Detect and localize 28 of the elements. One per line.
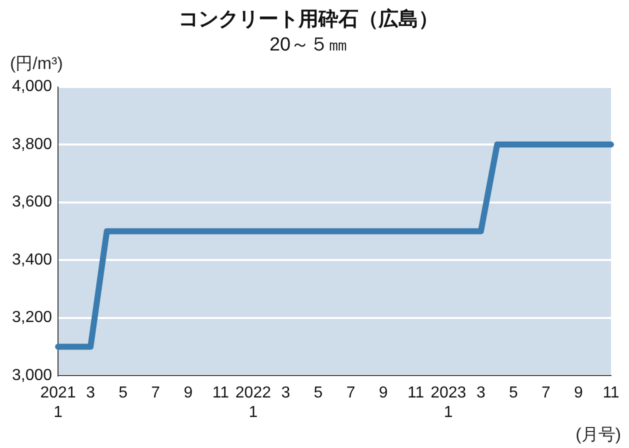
x-tick-label: 5 — [314, 384, 323, 402]
x-tick-label: 9 — [574, 384, 584, 402]
chart-title: コンクリート用砕石（広島） — [178, 8, 438, 31]
y-tick-label: 3,800 — [12, 136, 52, 153]
x-tick-label: 11 — [602, 384, 620, 402]
x-tick-label: 2022 1 — [235, 384, 272, 421]
x-tick-label: 7 — [346, 384, 356, 402]
x-axis-title: (月号) — [576, 425, 621, 444]
x-tick-label: 3 — [476, 384, 486, 402]
x-tick-label: 2021 1 — [40, 384, 76, 421]
x-tick-label: 9 — [378, 384, 388, 402]
x-tick-label: 5 — [118, 384, 128, 402]
x-tick-label: 11 — [408, 384, 424, 402]
y-tick-label: 3,000 — [12, 367, 52, 384]
y-tick-label: 3,600 — [12, 194, 52, 211]
x-tick-label: 3 — [281, 384, 290, 402]
x-tick-label: 11 — [212, 384, 230, 402]
x-tick-label: 5 — [508, 384, 518, 402]
y-tick-label: 3,200 — [12, 309, 52, 326]
y-tick-label: 3,400 — [12, 251, 52, 268]
x-tick-label: 7 — [541, 384, 550, 402]
x-tick-label: 7 — [151, 384, 160, 402]
x-tick-label: 3 — [86, 384, 96, 402]
x-tick-label: 2023 1 — [430, 384, 466, 421]
x-tick-label: 9 — [184, 384, 193, 402]
y-axis-title: (円/m³) — [10, 54, 63, 73]
y-tick-label: 4,000 — [12, 78, 52, 96]
chart-subtitle: 20～５㎜ — [269, 34, 348, 56]
